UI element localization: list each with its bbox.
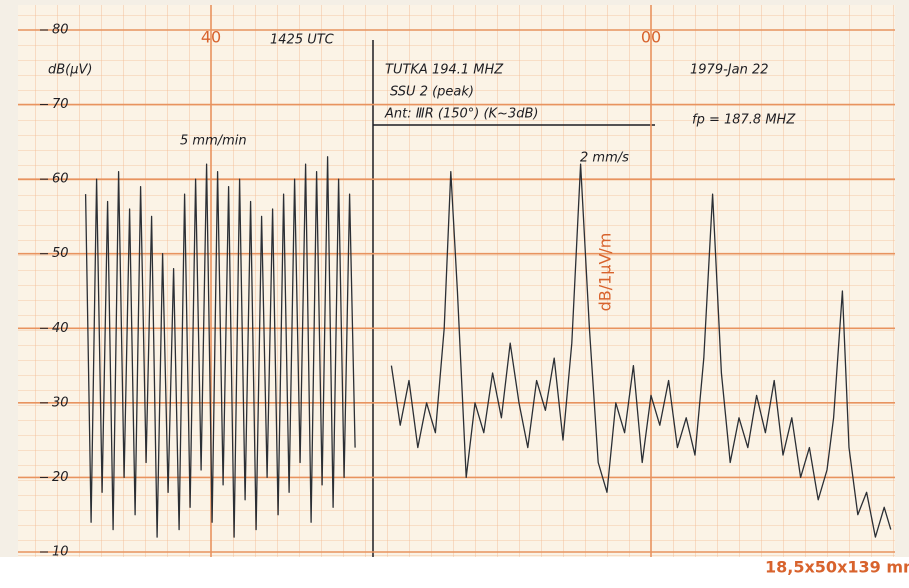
chart: dB(μV) 10 20 30 40 50 60 70 80 40 00 1425 UTC TUTKA… (0, 0, 909, 588)
y-axis-label: dB(μV) (48, 63, 92, 78)
y-tick-label: 20 (52, 470, 69, 485)
y-tick-label: 50 (52, 246, 69, 261)
y-tick-label: 60 (52, 172, 69, 187)
x-tick-label: 00 (641, 28, 661, 47)
annotation: 5 mm/min (180, 134, 247, 149)
y-tick-label: 10 (52, 545, 69, 560)
annotation: 2 mm/s (580, 151, 629, 166)
annotation: SSU 2 (peak) (390, 85, 474, 100)
x-tick-label: 40 (201, 28, 221, 47)
annotation: Ant: ⅢR (150°) (K~3dB) (384, 107, 538, 122)
y-tick-label: 30 (52, 395, 69, 410)
y-tick-label: 80 (52, 23, 69, 38)
annotation: 1425 UTC (270, 33, 335, 48)
annotation: 18,5x50x139 mm (765, 558, 909, 577)
annotation: 1979-Jan 22 (690, 63, 769, 78)
annotation: dB/1μV/m (596, 233, 615, 312)
y-tick-label: 70 (52, 97, 69, 112)
annotation: fp = 187.8 MHZ (692, 113, 796, 128)
page: dB(μV) 10 20 30 40 50 60 70 80 40 00 1425 UTC TUTKA… (0, 0, 909, 588)
y-tick-label: 40 (52, 321, 69, 336)
annotation: TUTKA 194.1 MHZ (385, 63, 504, 78)
